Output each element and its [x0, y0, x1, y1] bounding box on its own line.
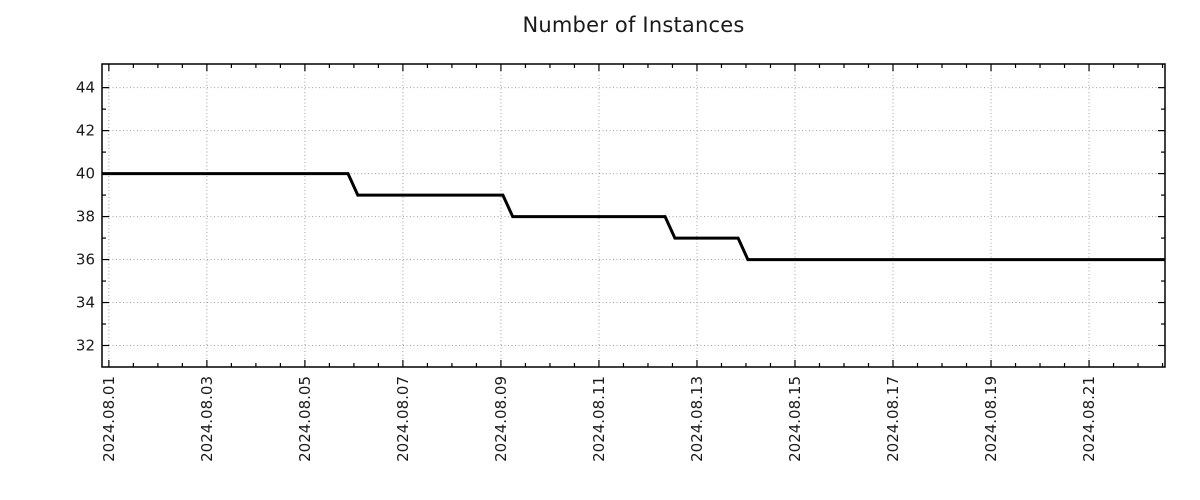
x-tick-label: 2024.08.01 — [100, 376, 118, 462]
x-tick-label: 2024.08.05 — [296, 376, 314, 462]
plot-border — [101, 63, 1166, 368]
x-tick-label: 2024.08.11 — [590, 376, 608, 462]
x-tick-labels: 2024.08.01 2024.08.03 2024.08.05 2024.08.07… — [100, 376, 1098, 462]
x-tick-label: 2024.08.13 — [688, 376, 706, 462]
x-tick-label: 2024.08.15 — [786, 376, 804, 462]
y-tick-label: 38 — [76, 208, 95, 226]
chart-title: Number of Instances — [522, 13, 745, 37]
x-tick-label: 2024.08.19 — [982, 376, 1000, 462]
y-tick-label: 44 — [76, 79, 95, 97]
x-tick-label: 2024.08.21 — [1080, 376, 1098, 462]
x-tick-label: 2024.08.17 — [884, 376, 902, 462]
x-tick-label: 2024.08.03 — [198, 376, 216, 462]
y-tick-label: 34 — [76, 294, 95, 312]
y-tick-label: 32 — [76, 337, 95, 355]
series-line-instances — [102, 172, 1165, 262]
x-tick-label: 2024.08.09 — [492, 376, 510, 462]
x-tick-label: 2024.08.07 — [394, 376, 412, 462]
y-tick-label: 40 — [76, 165, 95, 183]
y-tick-label: 42 — [76, 122, 95, 140]
y-tick-labels: 32 34 36 38 40 42 44 — [76, 79, 95, 355]
y-tick-label: 36 — [76, 251, 95, 269]
